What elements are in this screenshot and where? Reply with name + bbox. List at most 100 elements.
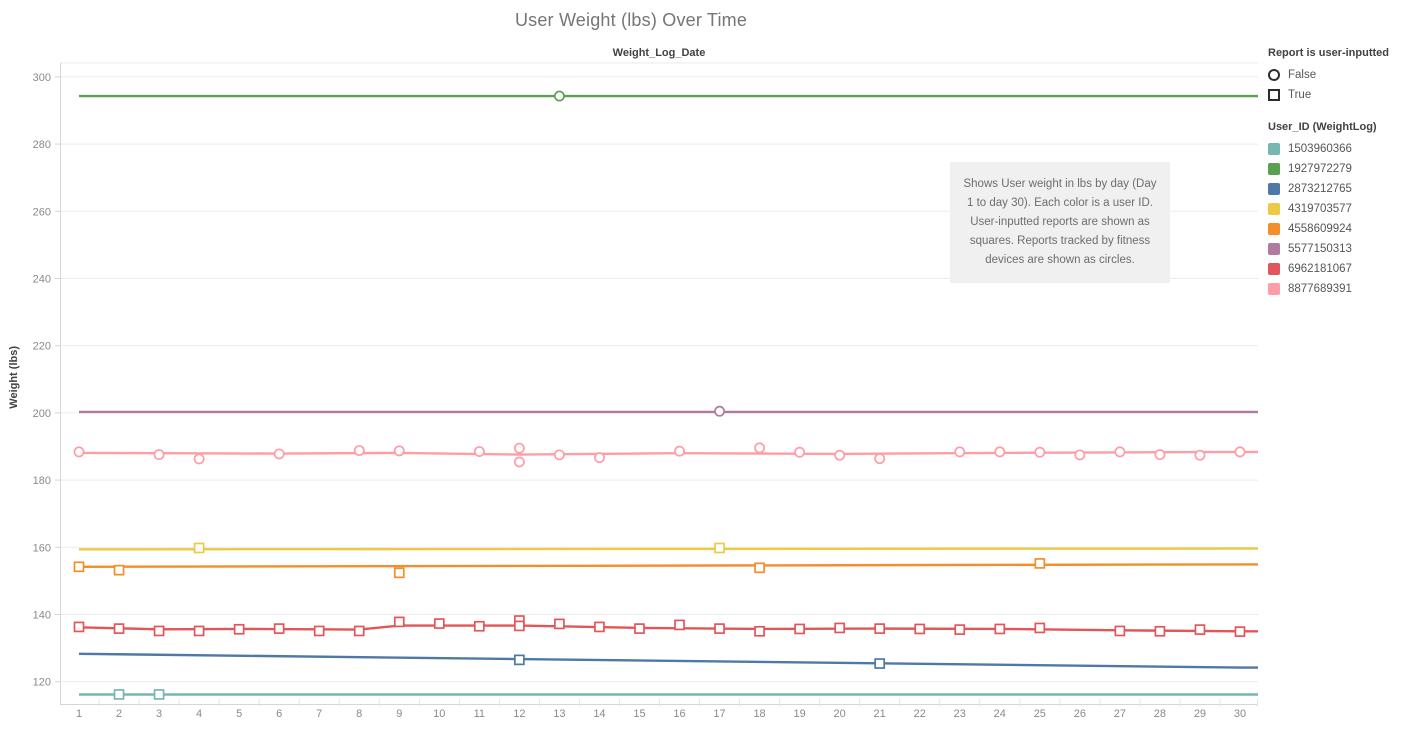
data-point-square-6962181067[interactable] bbox=[994, 623, 1006, 635]
data-point-square-1503960366[interactable] bbox=[153, 689, 165, 700]
data-point-circle-8877689391[interactable] bbox=[994, 446, 1006, 458]
data-point-circle-8877689391[interactable] bbox=[473, 446, 485, 457]
data-point-circle-8877689391[interactable] bbox=[1154, 449, 1166, 461]
user-id-legend-item[interactable]: 1927972279 bbox=[1268, 159, 1408, 179]
data-point-circle-8877689391[interactable] bbox=[513, 456, 525, 468]
y-tick-label: 240 bbox=[33, 274, 51, 286]
user-id-legend-item[interactable]: 5577150313 bbox=[1268, 239, 1408, 259]
x-tick-label: 27 bbox=[1114, 708, 1126, 720]
series-line-6962181067[interactable] bbox=[78, 624, 1258, 633]
x-tick-label: 20 bbox=[834, 708, 846, 720]
user-id-legend-item[interactable]: 4319703577 bbox=[1268, 199, 1408, 219]
y-tick-label: 280 bbox=[33, 139, 51, 151]
data-point-square-6962181067[interactable] bbox=[73, 621, 85, 633]
data-point-circle-8877689391[interactable] bbox=[1234, 446, 1246, 458]
user-id-legend-item[interactable]: 2873212765 bbox=[1268, 179, 1408, 199]
data-point-square-4558609924[interactable] bbox=[73, 561, 85, 573]
data-point-square-6962181067[interactable] bbox=[834, 622, 845, 634]
circle-icon bbox=[1268, 69, 1280, 81]
data-point-circle-1927972279[interactable] bbox=[553, 90, 565, 102]
data-point-square-6962181067[interactable] bbox=[193, 625, 205, 637]
user-id-legend-item[interactable]: 8877689391 bbox=[1268, 279, 1408, 299]
data-point-circle-8877689391[interactable] bbox=[874, 453, 886, 465]
data-point-circle-8877689391[interactable] bbox=[193, 453, 205, 465]
data-point-circle-8877689391[interactable] bbox=[794, 446, 806, 458]
color-swatch-icon bbox=[1268, 143, 1280, 155]
data-point-square-6962181067[interactable] bbox=[1154, 625, 1166, 637]
data-point-square-4319703577[interactable] bbox=[714, 542, 725, 554]
x-tick-label: 24 bbox=[994, 708, 1006, 720]
shape-legend-title: Report is user-inputted bbox=[1268, 47, 1390, 59]
data-point-square-6962181067[interactable] bbox=[594, 621, 605, 633]
user-id-legend-item[interactable]: 4558609924 bbox=[1268, 219, 1408, 239]
user-id-legend-item[interactable]: 1503960366 bbox=[1268, 139, 1408, 159]
data-point-square-6962181067[interactable] bbox=[514, 620, 525, 632]
data-point-square-6962181067[interactable] bbox=[313, 625, 325, 637]
series-line-4319703577[interactable] bbox=[78, 547, 1258, 551]
x-tick-label: 7 bbox=[316, 708, 322, 720]
x-tick-label: 3 bbox=[156, 708, 162, 720]
data-point-circle-8877689391[interactable] bbox=[834, 449, 846, 461]
data-point-square-6962181067[interactable] bbox=[473, 620, 485, 632]
data-point-circle-8877689391[interactable] bbox=[1194, 449, 1206, 461]
data-point-square-4558609924[interactable] bbox=[393, 567, 405, 579]
x-tick-label: 9 bbox=[396, 708, 402, 720]
data-point-circle-8877689391[interactable] bbox=[353, 445, 365, 456]
data-point-square-6962181067[interactable] bbox=[1034, 622, 1046, 634]
data-point-square-6962181067[interactable] bbox=[674, 619, 685, 631]
data-point-square-6962181067[interactable] bbox=[1234, 626, 1246, 637]
data-point-circle-8877689391[interactable] bbox=[593, 452, 605, 464]
data-point-square-4558609924[interactable] bbox=[754, 562, 765, 574]
data-point-circle-8877689391[interactable] bbox=[153, 449, 165, 461]
data-point-square-6962181067[interactable] bbox=[954, 624, 966, 635]
data-point-square-6962181067[interactable] bbox=[754, 625, 765, 637]
series-line-4558609924[interactable] bbox=[78, 563, 1258, 568]
data-point-square-6962181067[interactable] bbox=[634, 623, 645, 634]
shape-legend-item-false[interactable]: False bbox=[1268, 65, 1408, 85]
data-point-circle-8877689391[interactable] bbox=[754, 442, 766, 454]
data-point-square-4319703577[interactable] bbox=[193, 542, 205, 554]
user-id-legend-item[interactable]: 6962181067 bbox=[1268, 259, 1408, 279]
data-point-square-1503960366[interactable] bbox=[113, 689, 125, 700]
data-point-circle-8877689391[interactable] bbox=[1074, 449, 1086, 461]
x-tick-label: 18 bbox=[753, 708, 765, 720]
data-point-circle-8877689391[interactable] bbox=[1034, 446, 1046, 458]
data-point-square-6962181067[interactable] bbox=[113, 623, 125, 634]
data-point-circle-5577150313[interactable] bbox=[714, 405, 725, 417]
data-point-circle-8877689391[interactable] bbox=[1114, 446, 1126, 458]
data-point-square-4558609924[interactable] bbox=[113, 564, 125, 576]
color-legend-items: 1503960366 1927972279 2873212765 4319703577… bbox=[1268, 139, 1408, 299]
x-tick-label: 21 bbox=[874, 708, 886, 720]
x-tick-label: 23 bbox=[954, 708, 966, 720]
data-point-square-6962181067[interactable] bbox=[393, 616, 405, 628]
data-point-square-6962181067[interactable] bbox=[1114, 625, 1126, 637]
data-point-square-6962181067[interactable] bbox=[273, 623, 285, 634]
series-line-2873212765[interactable] bbox=[78, 652, 1258, 669]
data-point-square-2873212765[interactable] bbox=[874, 658, 886, 669]
data-point-square-6962181067[interactable] bbox=[353, 625, 365, 637]
data-point-square-6962181067[interactable] bbox=[233, 623, 245, 635]
data-point-circle-8877689391[interactable] bbox=[513, 442, 525, 454]
data-point-square-6962181067[interactable] bbox=[1194, 624, 1206, 635]
data-point-circle-8877689391[interactable] bbox=[393, 445, 405, 457]
y-tick-label: 200 bbox=[33, 408, 51, 420]
shape-legend-item-true[interactable]: True bbox=[1268, 85, 1408, 105]
data-point-square-6962181067[interactable] bbox=[874, 623, 886, 634]
data-point-square-4558609924[interactable] bbox=[1034, 558, 1046, 569]
data-point-square-6962181067[interactable] bbox=[554, 618, 565, 630]
data-point-square-2873212765[interactable] bbox=[514, 654, 525, 666]
data-point-square-6962181067[interactable] bbox=[714, 623, 725, 634]
data-point-circle-8877689391[interactable] bbox=[553, 449, 565, 461]
data-point-square-6962181067[interactable] bbox=[433, 618, 445, 629]
color-swatch-icon bbox=[1268, 203, 1280, 215]
data-point-circle-8877689391[interactable] bbox=[954, 446, 966, 458]
data-point-square-6962181067[interactable] bbox=[794, 623, 805, 635]
data-point-circle-8877689391[interactable] bbox=[73, 446, 85, 458]
x-tick-label: 6 bbox=[276, 708, 282, 720]
data-point-square-6962181067[interactable] bbox=[153, 625, 165, 637]
data-point-circle-8877689391[interactable] bbox=[273, 448, 285, 460]
data-point-square-6962181067[interactable] bbox=[914, 623, 926, 635]
data-point-circle-8877689391[interactable] bbox=[674, 445, 685, 457]
